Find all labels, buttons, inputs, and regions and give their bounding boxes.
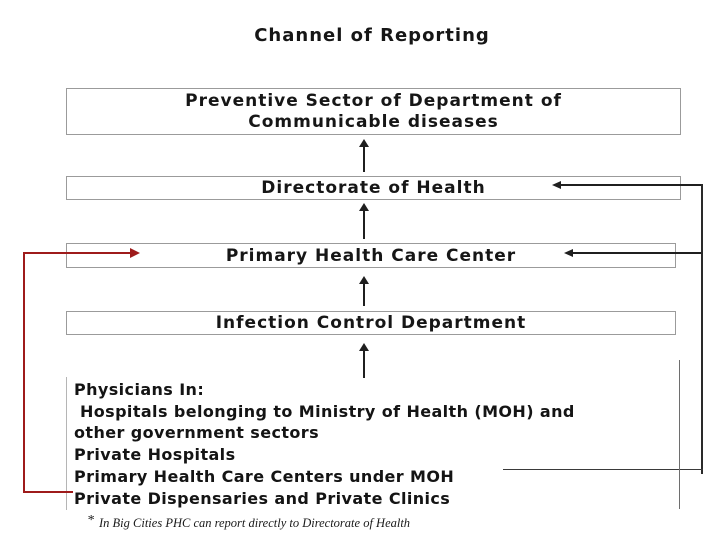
up-arrow-phc-to-directorate [358, 203, 370, 239]
footnote-asterisk: * [87, 513, 94, 528]
up-arrow-infection-to-phc [358, 276, 370, 306]
box-directorate-of-health-label: Directorate of Health [261, 178, 486, 198]
red-arrowhead-into-phc [130, 248, 140, 258]
physicians-block: Physicians In: Hospitals belonging to Mi… [74, 379, 699, 509]
physicians-line-private-hospitals: Private Hospitals [74, 445, 236, 465]
left-arrow-into-phc [564, 249, 702, 257]
box-infection-control-department: Infection Control Department [66, 311, 676, 335]
box-preventive-sector-label: Preventive Sector of Department of Commu… [185, 91, 562, 132]
up-arrow-physicians-to-infection [358, 343, 370, 378]
physicians-line-heading: Physicians In: [74, 380, 205, 399]
right-connector-vertical-line [701, 184, 703, 474]
physicians-line-govt-sectors: other government sectors [74, 423, 319, 443]
textblock-left-border [66, 377, 67, 510]
red-line-vertical [23, 252, 25, 493]
physicians-line-moh-hospitals: Hospitals belonging to Ministry of Healt… [74, 401, 575, 421]
footnote: * In Big Cities PHC can report directly t… [87, 513, 411, 532]
connector-from-physicians-to-right-trunk [503, 469, 703, 470]
box-preventive-sector: Preventive Sector of Department of Commu… [66, 88, 681, 135]
red-line-top-horizontal [24, 252, 131, 254]
physicians-line-private-clinics: Private Dispensaries and Private Clinics [74, 488, 451, 508]
footnote-text: In Big Cities PHC can report directly to… [99, 516, 411, 530]
page-title: Channel of Reporting [254, 25, 490, 46]
left-arrow-into-directorate [552, 181, 702, 189]
box-directorate-of-health: Directorate of Health [66, 176, 681, 200]
box-infection-control-department-label: Infection Control Department [215, 313, 527, 333]
box-primary-health-care-center-label: Primary Health Care Center [225, 246, 517, 266]
red-line-bottom-horizontal [24, 491, 73, 493]
physicians-line-phc-under-moh: Primary Health Care Centers under MOH [74, 466, 455, 486]
textblock-right-border [679, 360, 680, 509]
box-primary-health-care-center: Primary Health Care Center [66, 243, 676, 268]
up-arrow-directorate-to-preventive [358, 139, 370, 172]
